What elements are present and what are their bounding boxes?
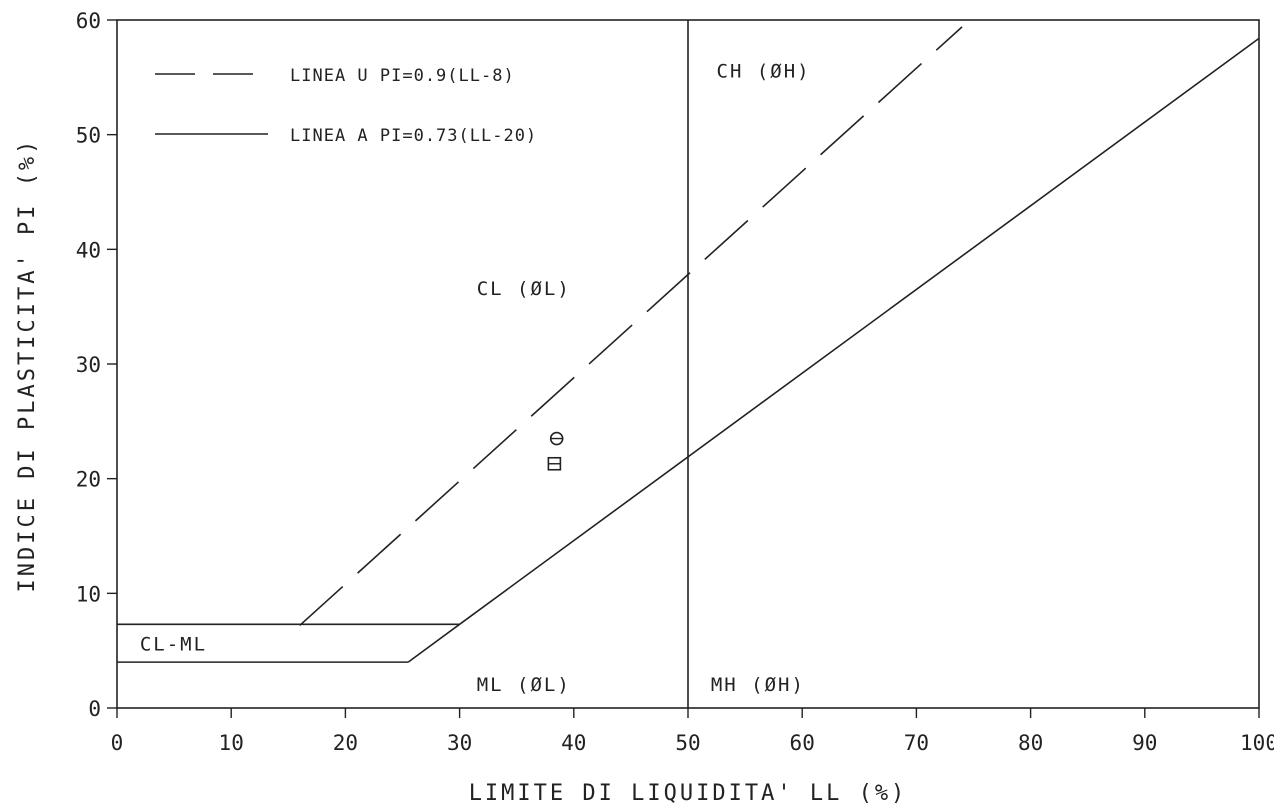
x-tick-label: 10: [219, 731, 244, 755]
region-label: CL-ML: [140, 634, 207, 656]
region-label: MH (ØH): [711, 674, 805, 696]
y-tick-label: 20: [76, 468, 101, 492]
legend: LINEA U PI=0.9(LL-8) LINEA A PI=0.73(LL-2…: [155, 66, 537, 146]
y-tick-label: 60: [76, 9, 101, 33]
x-tick-label: 30: [447, 731, 472, 755]
region-labels: CH (ØH) CL (ØL) CL-ML ML (ØL) MH (ØH): [140, 60, 811, 696]
x-tick-label: 80: [1018, 731, 1043, 755]
x-tick-label: 100: [1240, 731, 1274, 755]
region-label: CL (ØL): [477, 278, 571, 300]
x-tick-label: 90: [1132, 731, 1157, 755]
region-label: CH (ØH): [717, 60, 811, 82]
legend-entry: LINEA A PI=0.73(LL-20): [290, 126, 537, 146]
data-points: [547, 431, 564, 471]
region-label: ML (ØL): [477, 674, 571, 696]
x-tick-label: 20: [333, 731, 358, 755]
axis-ticks: 0 10 20 30 40 50 60 70 80 90 100 0 10 20 30 40 50 60: [76, 9, 1274, 755]
x-tick-label: 0: [111, 731, 124, 755]
x-axis-title: LIMITE DI LIQUIDITA' LL (%): [469, 781, 908, 806]
a-line: [407, 37, 1260, 663]
x-tick-label: 50: [675, 731, 700, 755]
y-tick-label: 40: [76, 238, 101, 262]
y-tick-label: 0: [88, 697, 101, 721]
x-tick-label: 70: [904, 731, 929, 755]
u-line: [299, 26, 963, 627]
y-tick-label: 50: [76, 124, 101, 148]
series-lines: [299, 26, 1260, 663]
x-tick-label: 60: [790, 731, 815, 755]
y-tick-label: 30: [76, 353, 101, 377]
x-tick-label: 40: [561, 731, 586, 755]
y-tick-label: 10: [76, 582, 101, 606]
y-axis-title: INDICE DI PLASTICITA' PI (%): [15, 138, 40, 593]
legend-entry: LINEA U PI=0.9(LL-8): [290, 66, 515, 86]
reference-lines: [117, 20, 689, 708]
